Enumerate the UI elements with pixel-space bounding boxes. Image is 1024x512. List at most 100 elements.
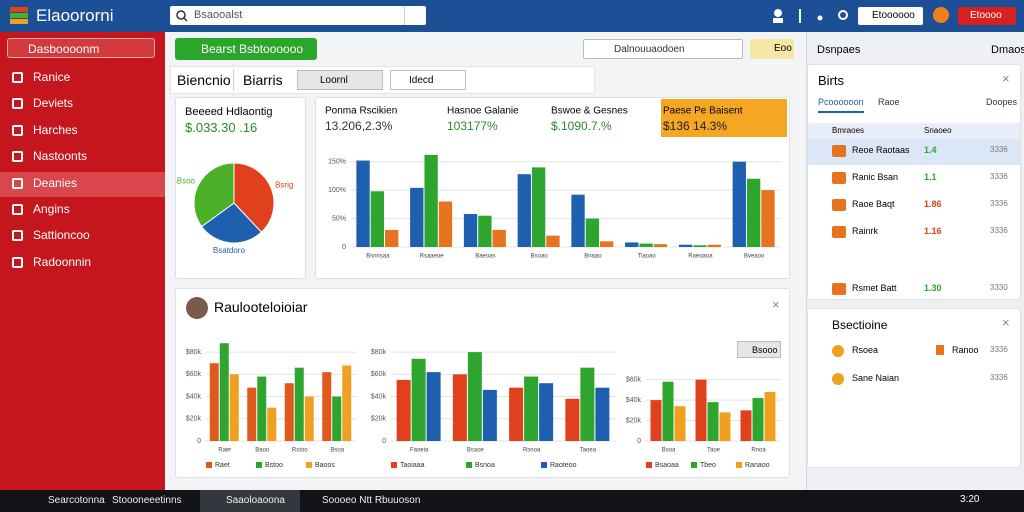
bar	[517, 174, 531, 247]
x-tick-label: Rsnoa	[523, 448, 541, 454]
pie-label: Bsatdoro	[213, 246, 246, 255]
x-tick-label: Bsnnsaa	[366, 254, 390, 260]
tab[interactable]: Doopes	[986, 97, 1018, 107]
bar	[565, 398, 580, 441]
x-tick-label: Bnaao	[584, 254, 602, 260]
active-task	[200, 490, 300, 512]
row-amount: 3336	[990, 345, 1008, 354]
close[interactable]: ×	[1002, 71, 1010, 86]
taskbar: 3:20 Searcotonna Stoooneeetinns Saaoloaoon…	[0, 490, 1024, 512]
bar	[410, 187, 424, 247]
y-tick-label: $80k	[371, 349, 387, 356]
search-button[interactable]	[404, 6, 426, 25]
y-tick-label: $80k	[186, 349, 202, 356]
row-name[interactable]: Sane Naian	[852, 373, 900, 383]
x-tick-label: Taoea	[580, 448, 597, 454]
bar	[752, 398, 764, 441]
x-tick-label: Tiaoao	[638, 254, 657, 260]
summary-card: Beeeed Hdlaontig $.033.30 .16 Bsrig Bsatd…	[175, 97, 306, 279]
metric-value: $.1090.7.%	[551, 119, 612, 133]
main-chart: Ponma Rscikien 13.206,2.3% Hasnoe Galanie 1…	[325, 99, 787, 260]
row-value: 1.4	[924, 145, 937, 155]
bar	[662, 381, 674, 441]
row-name[interactable]: Reoe Raotaas	[852, 145, 910, 155]
tab[interactable]: Biencnio	[177, 72, 231, 88]
task-item[interactable]: Searcotonna	[48, 495, 105, 506]
row-icon	[832, 199, 846, 211]
panel-action[interactable]: Dmaos	[991, 44, 1024, 56]
report-button[interactable]: Bsooo	[737, 341, 781, 358]
legend-label: Raet	[215, 462, 230, 469]
row-name[interactable]: Ranic Bsan	[852, 172, 899, 182]
nav-item[interactable]: Deanies	[33, 175, 78, 190]
pie-chart: Bsrig Bsatdoro Bsoo	[177, 162, 293, 255]
nav-item[interactable]: Angins	[33, 202, 70, 216]
legend-label: Baoos	[315, 462, 335, 469]
legend-label: Bsnoa	[475, 462, 495, 469]
bar	[478, 215, 492, 247]
nav-item[interactable]: Sattioncoo	[33, 228, 90, 243]
search-icon	[176, 10, 188, 22]
tab[interactable]: Biarris	[243, 72, 283, 88]
nav-item[interactable]: Radoonnin	[33, 254, 92, 269]
filter[interactable]: Loornl	[297, 70, 383, 90]
nav-item[interactable]: Ranice	[33, 70, 71, 84]
nav-item[interactable]: Nastoonts	[33, 149, 88, 164]
search-box[interactable]: Bsaooalst	[170, 6, 426, 25]
row-name[interactable]: Raoe Baqt	[852, 199, 895, 209]
task-item[interactable]: Saaoloaoona	[226, 495, 285, 506]
bar	[426, 372, 441, 441]
close[interactable]: ×	[772, 297, 780, 312]
filter[interactable]: Idecd	[390, 70, 466, 90]
bar	[482, 389, 497, 441]
card-title: Birts	[818, 73, 844, 88]
header-icons	[773, 9, 848, 23]
tab[interactable]: Pcoooooon	[818, 97, 864, 113]
y-tick-label: $20k	[371, 416, 387, 423]
bar	[304, 396, 314, 441]
summary-value: $.033.30 .16	[185, 120, 258, 135]
metric-value: $136 14.3%	[663, 119, 727, 133]
bar	[707, 402, 719, 441]
report-icon	[186, 297, 208, 319]
row-name[interactable]: Rainrk	[852, 226, 879, 236]
bar	[524, 376, 539, 441]
legend-label: Taoiaaa	[400, 462, 425, 469]
bar	[229, 374, 239, 441]
legend-swatch	[391, 462, 397, 468]
task-item[interactable]: Soooeo Ntt Rbuuoson	[322, 495, 421, 506]
bar	[396, 379, 411, 441]
sidebar-title[interactable]: Dasboooonm	[7, 38, 155, 58]
action-button[interactable]: Etoooo	[958, 7, 1016, 25]
badge[interactable]: Eoo	[750, 39, 794, 59]
nav-icon	[12, 256, 23, 268]
row-icon	[832, 373, 844, 385]
row-value: 1.86	[924, 199, 942, 209]
nav-item[interactable]: Deviets	[33, 96, 74, 111]
bar	[322, 372, 332, 441]
avatar[interactable]	[933, 7, 949, 23]
legend-label: Bstoo	[265, 462, 283, 469]
x-tick-label: Raer	[218, 448, 231, 454]
metric-highlight	[661, 99, 787, 137]
pie-label: Bsoo	[177, 176, 196, 185]
row-name[interactable]: Rsmet Batt	[852, 283, 897, 293]
column-header: Bmraoes	[832, 126, 865, 135]
task-item[interactable]: Stoooneeetinns	[112, 495, 182, 506]
row-name[interactable]: Rsoea	[852, 345, 879, 355]
nav-icon	[12, 177, 23, 189]
y-tick-label: $60k	[371, 371, 387, 378]
primary-button[interactable]: Bearst Bsbtoooooo	[175, 38, 317, 60]
close[interactable]: ×	[1002, 315, 1010, 330]
app-name: Elaoororni	[36, 6, 114, 25]
nav-item[interactable]: Harches	[33, 122, 78, 137]
tab[interactable]: Raoe	[878, 97, 900, 107]
bar	[653, 244, 668, 247]
right-panel: Dsnpaes Dmaos Birts × Bmraoes Snaoeo Pco…	[806, 32, 1024, 490]
legend-swatch	[736, 462, 742, 468]
top-bar: Elaoororni Bsaooalst Etoooooo Etoooo	[0, 0, 1024, 32]
dropdown[interactable]: Dalnouuaodoen	[583, 39, 743, 59]
bar	[257, 376, 267, 441]
y-tick-label: 0	[197, 438, 201, 445]
user-button[interactable]: Etoooooo	[858, 7, 923, 25]
